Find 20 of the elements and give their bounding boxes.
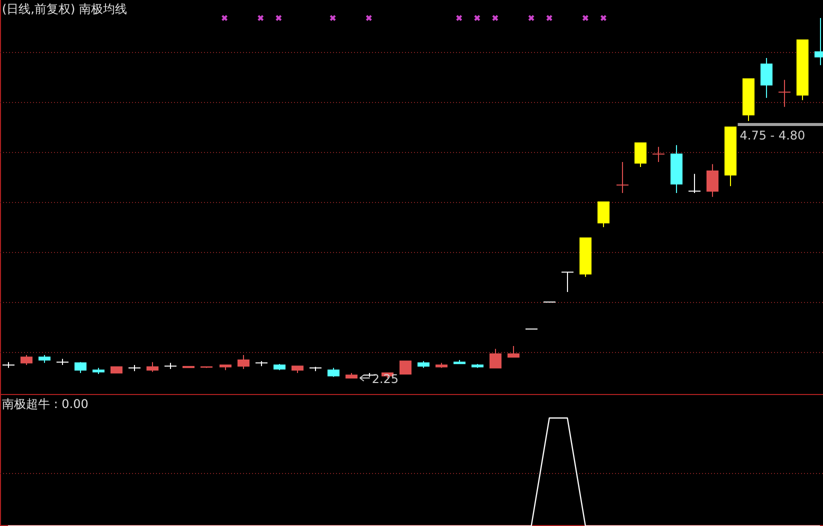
candlestick [688, 173, 700, 194]
candlestick [238, 354, 250, 370]
candlestick [598, 201, 610, 228]
candlestick [562, 272, 574, 292]
chart-title: (日线,前复权) 南极均线 [2, 2, 127, 16]
candlestick [616, 162, 628, 194]
candlestick [146, 362, 158, 372]
candlestick [490, 348, 502, 368]
candlestick [652, 146, 664, 162]
candlestick [74, 362, 86, 374]
candlestick [508, 345, 520, 358]
candlestick [400, 360, 412, 375]
candlestick [760, 57, 772, 98]
annotation: 4.75 - 4.80 [740, 128, 806, 142]
annotation: 2.25 [372, 372, 399, 386]
chart-title: 南极超牛 : 0.00 [2, 397, 88, 411]
candlestick [634, 142, 646, 168]
candlestick [778, 79, 790, 108]
candlestick [706, 164, 718, 198]
candlestick [20, 354, 32, 366]
